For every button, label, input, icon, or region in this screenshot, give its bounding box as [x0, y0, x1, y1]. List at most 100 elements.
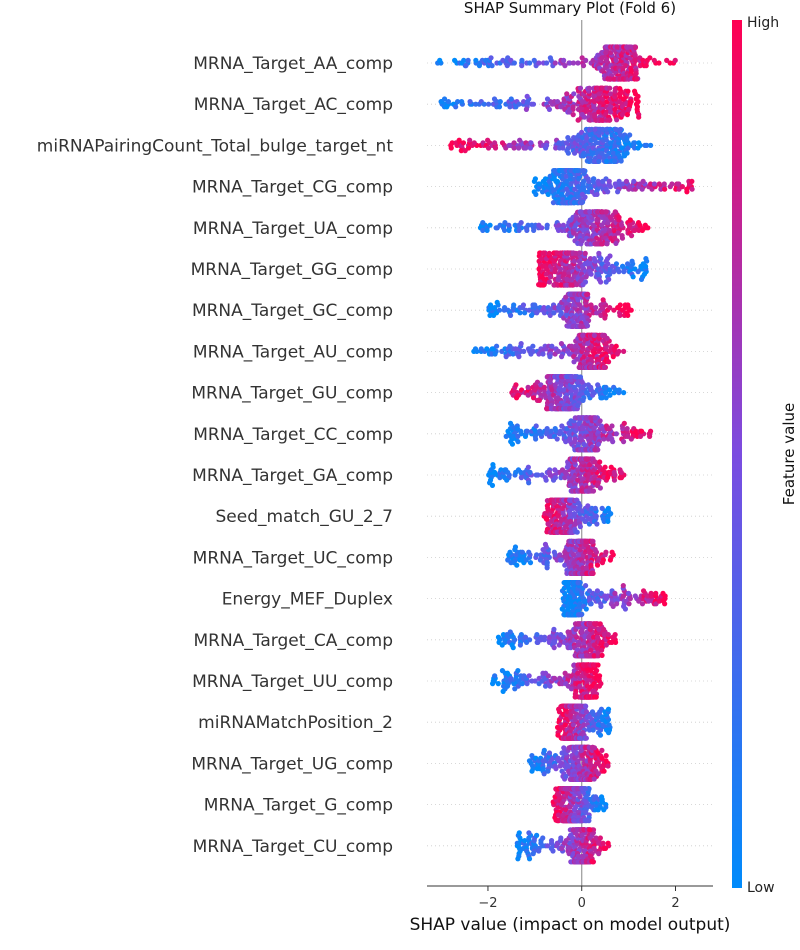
- shap-point: [604, 335, 610, 341]
- shap-point: [591, 653, 597, 659]
- shap-point: [605, 518, 611, 525]
- shap-point: [596, 250, 602, 256]
- shap-point: [552, 305, 558, 311]
- shap-point: [506, 227, 512, 233]
- shap-point: [619, 235, 626, 241]
- shap-point: [525, 464, 531, 470]
- shap-point: [611, 76, 618, 82]
- shap-point: [504, 477, 510, 483]
- shap-point: [580, 153, 586, 159]
- shap-point: [639, 186, 645, 192]
- shap-point: [575, 117, 581, 123]
- feature-label: MRNA_Target_AC_comp: [194, 95, 393, 115]
- shap-point: [579, 379, 585, 385]
- shap-point: [594, 562, 601, 568]
- shap-point: [562, 670, 568, 676]
- shap-point: [527, 145, 533, 151]
- shap-point: [585, 291, 591, 297]
- shap-point: [572, 186, 578, 192]
- shap-point: [558, 354, 565, 360]
- shap-point: [538, 382, 544, 388]
- shap-point: [543, 271, 549, 277]
- shap-point: [514, 562, 520, 568]
- shap-point: [636, 140, 642, 146]
- shap-point: [485, 145, 492, 151]
- shap-point: [623, 63, 629, 69]
- shap-point: [625, 88, 631, 94]
- shap-point: [507, 312, 514, 318]
- shap-point: [534, 632, 540, 638]
- shap-point: [592, 621, 598, 627]
- shap-point: [627, 132, 633, 138]
- shap-point: [487, 312, 493, 318]
- shap-point: [635, 220, 642, 226]
- shap-point: [508, 675, 514, 682]
- shap-point: [527, 560, 534, 566]
- shap-point: [603, 395, 609, 401]
- shap-point: [551, 626, 557, 633]
- shap-point: [607, 392, 613, 398]
- shap-point: [639, 601, 646, 607]
- shap-point: [618, 158, 624, 164]
- shap-point: [600, 297, 606, 303]
- shap-point: [617, 126, 624, 132]
- shap-point: [619, 112, 626, 118]
- shap-point: [616, 387, 622, 393]
- shap-point: [595, 662, 601, 668]
- shap-point: [496, 104, 503, 110]
- shap-point: [643, 263, 649, 269]
- shap-point: [634, 76, 640, 82]
- shap-point: [607, 184, 614, 190]
- shap-point: [551, 645, 557, 651]
- shap-point: [599, 505, 605, 511]
- shap-point: [563, 469, 569, 475]
- shap-point: [512, 686, 518, 692]
- shap-point: [595, 650, 601, 656]
- shap-point: [570, 60, 577, 66]
- shap-point: [586, 588, 593, 594]
- shap-point: [636, 114, 642, 120]
- shap-point: [525, 222, 531, 228]
- shap-point: [624, 426, 630, 432]
- shap-point: [571, 456, 577, 462]
- shap-point: [503, 467, 509, 473]
- shap-point: [635, 269, 641, 275]
- shap-point: [596, 181, 602, 187]
- shap-point: [528, 312, 535, 318]
- shap-point: [502, 220, 508, 226]
- shap-point: [612, 209, 618, 215]
- shap-point: [638, 276, 645, 282]
- shap-point: [567, 60, 573, 66]
- shap-point: [689, 178, 695, 184]
- shap-point: [581, 114, 588, 120]
- feature-label: MRNA_Target_GU_comp: [191, 384, 393, 404]
- shap-point: [656, 60, 662, 66]
- shap-point: [611, 269, 617, 275]
- shap-point: [672, 57, 678, 64]
- shap-point: [568, 529, 574, 535]
- shap-point: [606, 117, 612, 123]
- shap-point: [528, 140, 534, 146]
- shap-point: [564, 91, 570, 97]
- shap-point: [600, 209, 606, 215]
- shap-point: [512, 544, 519, 550]
- shap-point: [444, 104, 450, 110]
- shap-point: [514, 426, 521, 432]
- shap-point: [577, 374, 584, 380]
- shap-point: [454, 99, 461, 105]
- shap-point: [599, 560, 606, 566]
- shap-point: [597, 459, 603, 465]
- shap-point: [590, 488, 596, 494]
- shap-point: [555, 497, 561, 503]
- shap-point: [613, 431, 620, 437]
- shap-point: [544, 426, 550, 432]
- shap-point: [471, 140, 477, 146]
- shap-point: [607, 126, 613, 132]
- shap-point: [568, 645, 574, 651]
- shap-point: [602, 464, 608, 470]
- shap-point: [530, 343, 536, 349]
- shap-point: [554, 178, 561, 184]
- shap-point: [561, 57, 567, 64]
- shap-point: [490, 462, 496, 468]
- shap-point: [555, 276, 561, 282]
